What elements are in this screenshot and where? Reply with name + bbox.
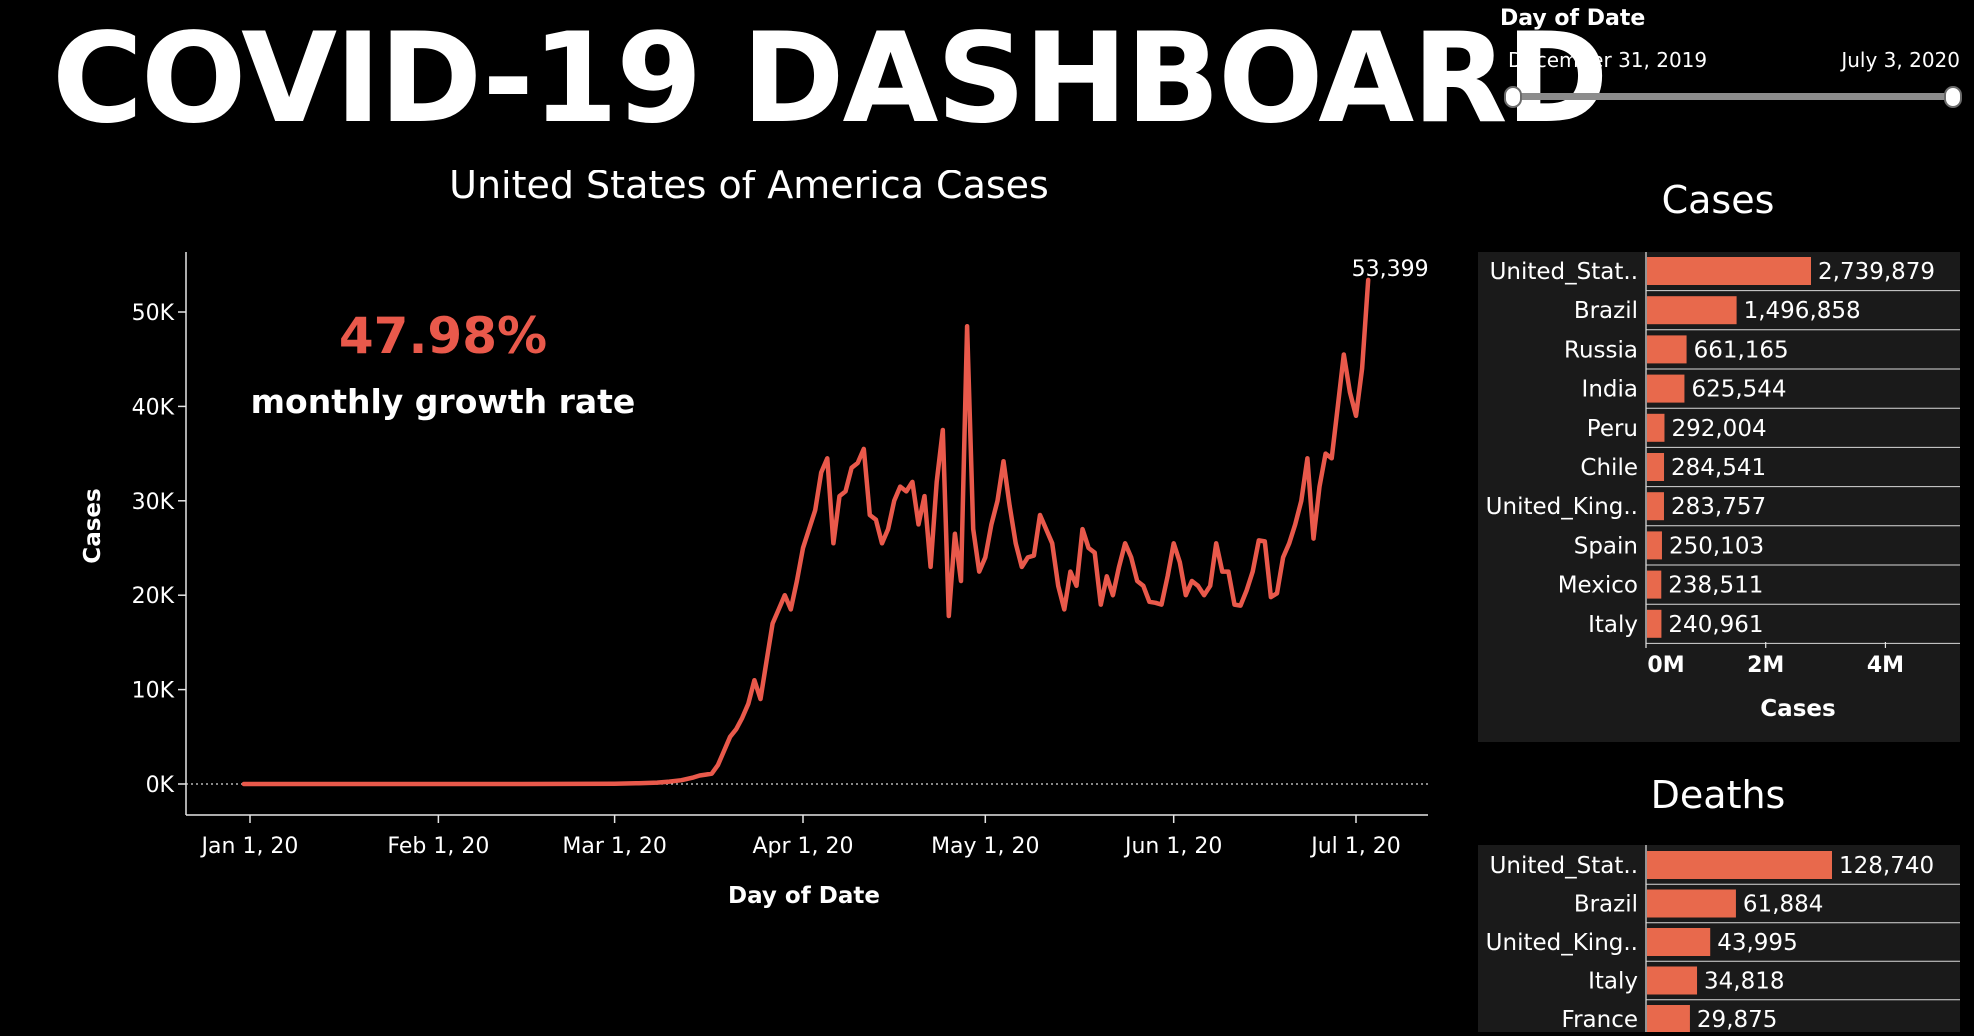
bar <box>1647 413 1665 442</box>
bar-category-label: Peru <box>1587 416 1638 442</box>
cases-bar-chart-title: Cases <box>1661 178 1775 222</box>
bar-category-label: Spain <box>1574 533 1638 559</box>
bar-value-label: 34,818 <box>1704 969 1784 995</box>
bar <box>1647 889 1736 918</box>
bar-x-tick-label: 0M <box>1647 653 1684 678</box>
bar <box>1647 374 1685 403</box>
x-tick-label: Jun 1, 20 <box>1123 834 1222 859</box>
bar <box>1647 851 1832 879</box>
bar-category-label: Brazil <box>1574 892 1638 918</box>
bar-value-label: 238,511 <box>1668 573 1763 599</box>
y-tick-label: 30K <box>132 490 175 515</box>
bar <box>1647 609 1662 638</box>
bar <box>1647 453 1665 481</box>
bar-category-label: Brazil <box>1574 298 1638 324</box>
bar-value-label: 283,757 <box>1671 494 1766 520</box>
x-tick-label: May 1, 20 <box>931 834 1039 859</box>
bar-value-label: 29,875 <box>1697 1007 1777 1032</box>
bar-value-label: 284,541 <box>1671 455 1766 481</box>
bar-category-label: Mexico <box>1558 573 1638 599</box>
x-tick-label: Jan 1, 20 <box>200 834 299 859</box>
date-slider-track[interactable] <box>1512 93 1952 100</box>
bar-category-label: United_Stat.. <box>1490 259 1638 285</box>
bar-value-label: 292,004 <box>1671 416 1766 442</box>
filter-label: Day of Date <box>1500 6 1646 31</box>
bar-value-label: 625,544 <box>1691 377 1786 403</box>
bar-x-tick-label: 2M <box>1747 653 1784 678</box>
bar-x-axis-label: Cases <box>1760 696 1835 722</box>
bar <box>1647 570 1662 599</box>
deaths-bar-panel: United_Stat.. 128,740 Brazil 61,884 United_K… <box>1478 845 1960 1033</box>
bar <box>1647 1005 1690 1033</box>
growth-rate-value: 47.98% <box>339 307 547 365</box>
date-slider-end-handle[interactable] <box>1944 86 1962 108</box>
bar-category-label: Italy <box>1588 969 1638 995</box>
dashboard-title: COVID-19 DASHBOARD <box>52 7 1609 151</box>
bar-category-label: India <box>1582 377 1638 403</box>
chart-title: United States of America Cases <box>449 170 1049 207</box>
bar-category-label: Chile <box>1580 455 1638 481</box>
filter-end-date: July 3, 2020 <box>1841 48 1960 72</box>
bar-category-label: United_King.. <box>1486 930 1638 956</box>
y-axis-label: Cases <box>80 488 106 563</box>
x-tick-label: Jul 1, 20 <box>1309 834 1401 859</box>
x-axis-label: Day of Date <box>728 883 880 909</box>
bar <box>1647 928 1711 956</box>
bar-category-label: Russia <box>1564 337 1638 363</box>
bar-value-label: 240,961 <box>1668 612 1763 638</box>
bar-value-label: 661,165 <box>1694 337 1789 363</box>
growth-rate-label: monthly growth rate <box>251 382 636 421</box>
bar <box>1647 335 1687 364</box>
y-tick-label: 50K <box>132 301 175 326</box>
bar <box>1647 257 1811 285</box>
cases-bar-panel: United_Stat.. 2,739,879 Brazil 1,496,858 Rus… <box>1478 252 1960 742</box>
date-slider-start-handle[interactable] <box>1504 86 1522 108</box>
us-cases-line-chart: United States of America Cases 0K 10K 20K 30… <box>80 170 1429 909</box>
x-tick-label: Feb 1, 20 <box>387 834 489 859</box>
x-tick-label: Apr 1, 20 <box>752 834 853 859</box>
y-tick-label: 0K <box>146 773 175 798</box>
deaths-bar-chart-title: Deaths <box>1650 773 1786 817</box>
bar-value-label: 2,739,879 <box>1818 259 1935 285</box>
cases-bar-chart: United_Stat.. 2,739,879 Brazil 1,496,858 Rus… <box>1486 252 1960 722</box>
y-tick-label: 40K <box>132 395 175 420</box>
x-tick-label: Mar 1, 20 <box>562 834 666 859</box>
bar-category-label: United_King.. <box>1486 494 1638 520</box>
bar-value-label: 43,995 <box>1717 930 1797 956</box>
deaths-bar-chart: United_Stat.. 128,740 Brazil 61,884 United_K… <box>1486 845 1960 1033</box>
bar <box>1647 531 1662 560</box>
bar-value-label: 128,740 <box>1839 853 1934 879</box>
bar-value-label: 61,884 <box>1743 892 1823 918</box>
filter-start-date: December 31, 2019 <box>1508 48 1708 72</box>
bar-x-tick-label: 4M <box>1867 653 1904 678</box>
bar-value-label: 1,496,858 <box>1744 298 1861 324</box>
bar <box>1647 966 1698 995</box>
y-tick-label: 10K <box>132 679 175 704</box>
us-cases-series-line <box>241 277 1371 787</box>
bar-value-label: 250,103 <box>1669 533 1764 559</box>
bar-category-label: Italy <box>1588 612 1638 638</box>
bar-category-label: France <box>1562 1007 1638 1032</box>
bar <box>1647 492 1664 521</box>
y-tick-label: 20K <box>132 584 175 609</box>
bar-category-label: United_Stat.. <box>1490 853 1638 879</box>
bar <box>1647 296 1737 325</box>
end-value-label: 53,399 <box>1352 257 1429 282</box>
date-range-filter[interactable]: Day of Date December 31, 2019 July 3, 20… <box>1498 6 1968 116</box>
